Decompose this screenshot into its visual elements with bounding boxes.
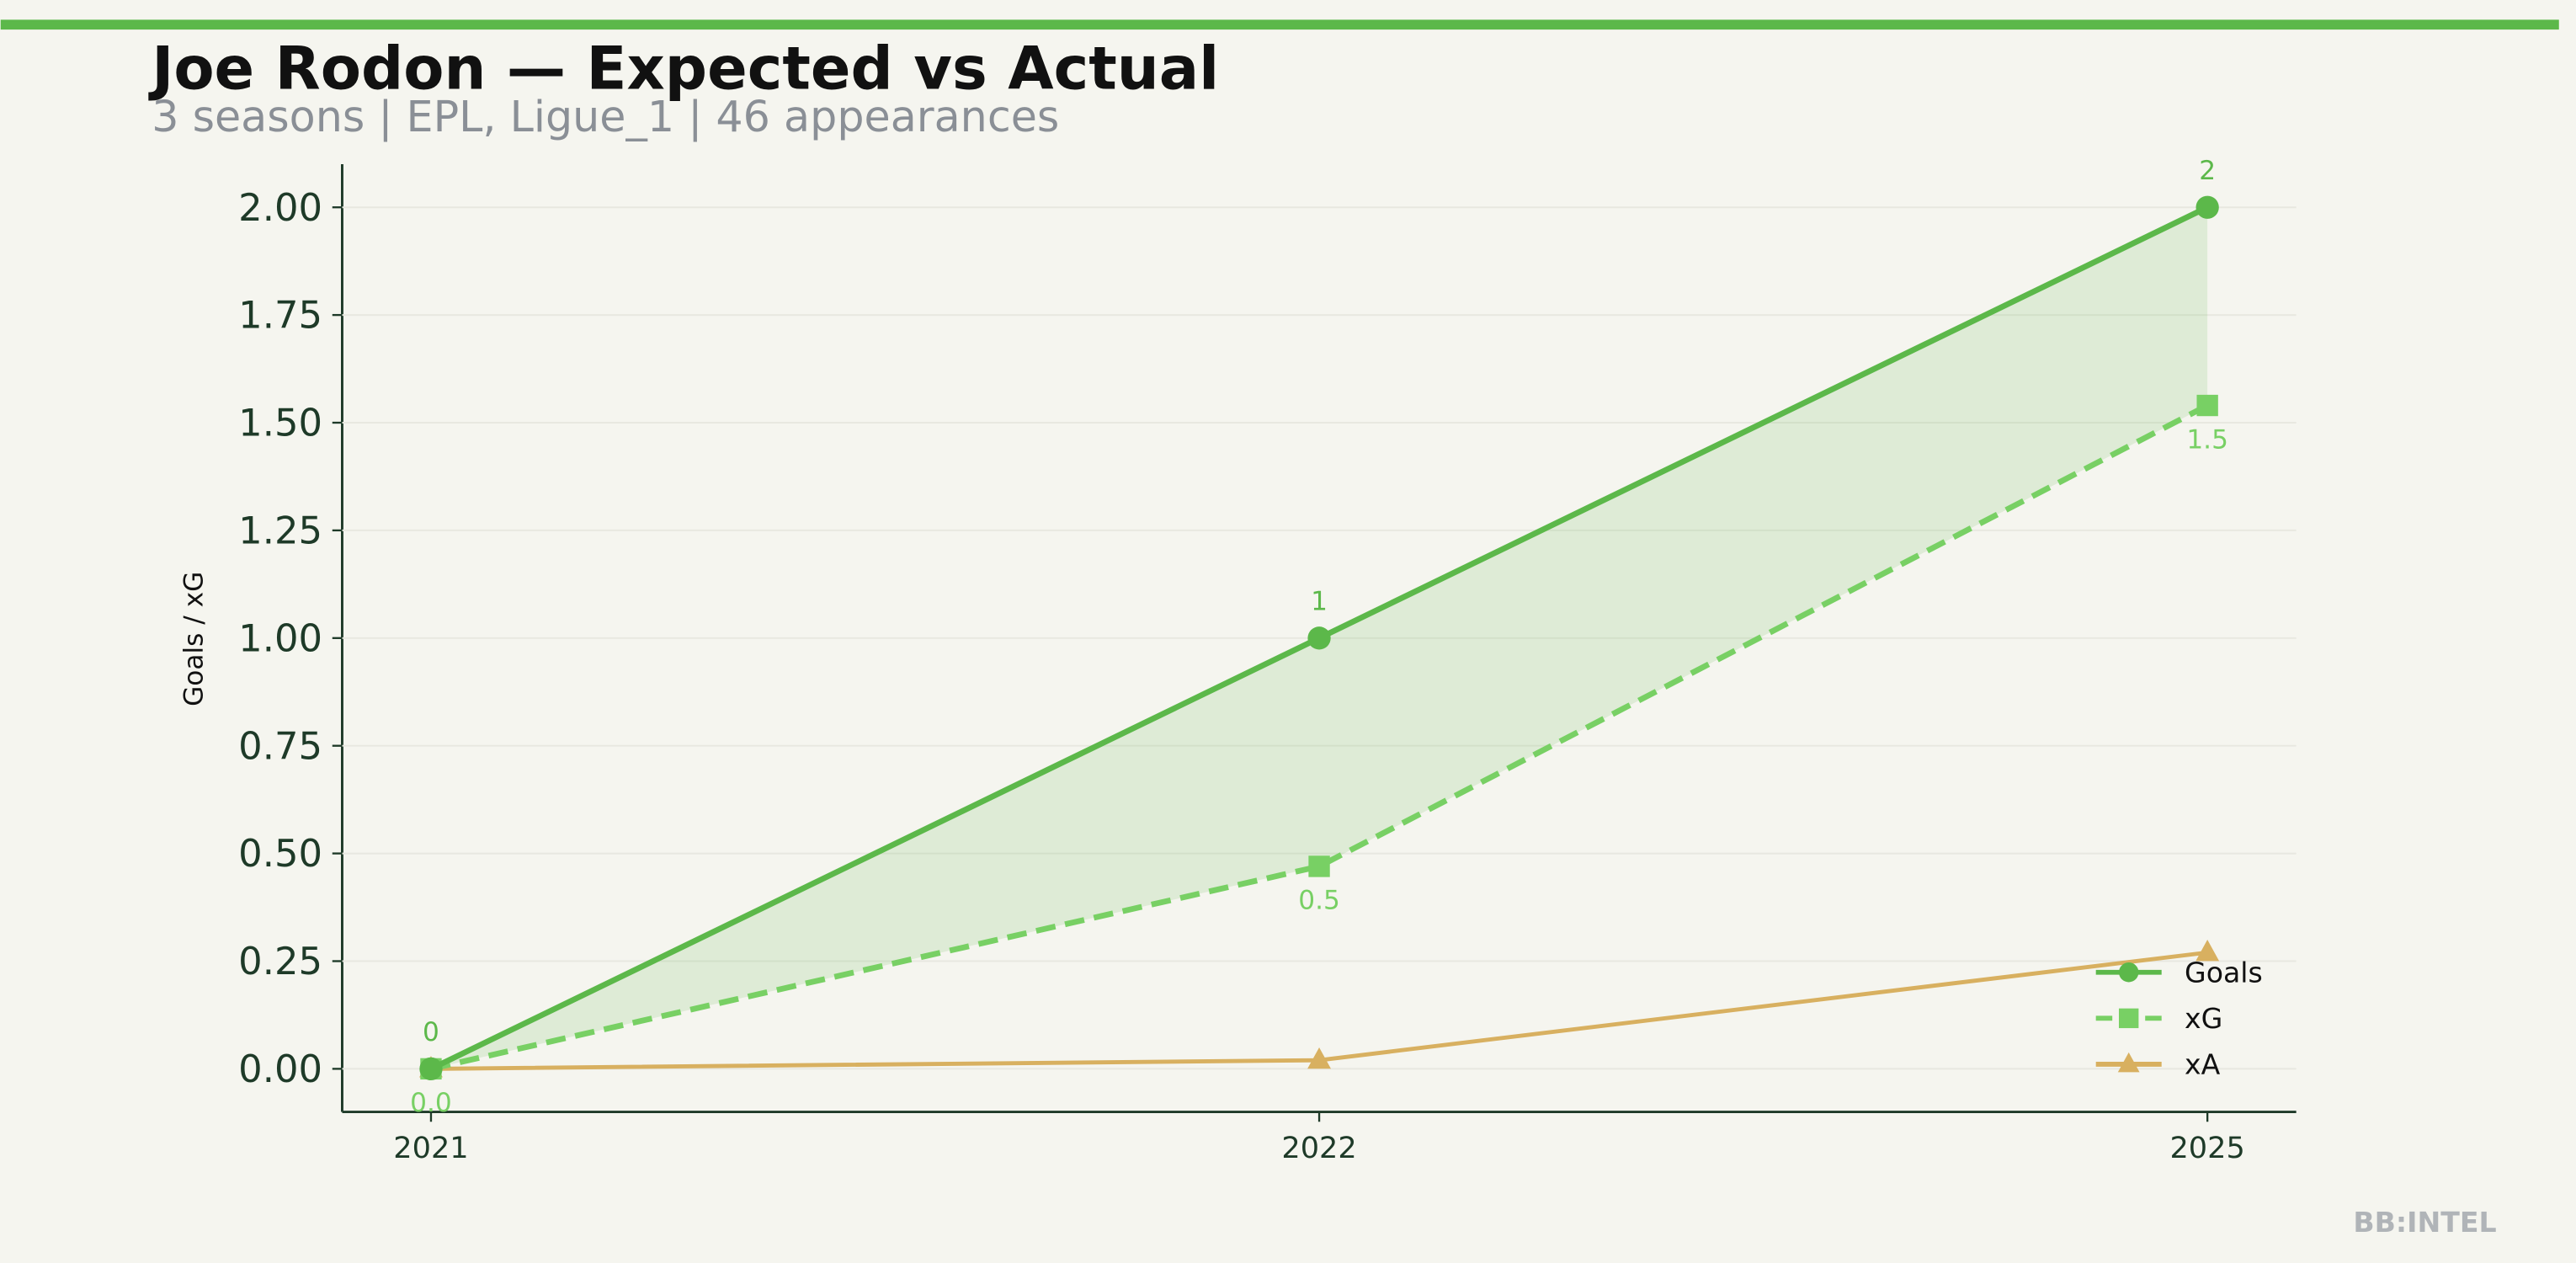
point-marker [2196, 394, 2218, 417]
data-label: 0.0 [410, 1088, 452, 1118]
chart-subtitle: 3 seasons | EPL, Ligue_1 | 46 appearance… [152, 92, 1059, 142]
point-marker [1307, 1047, 1332, 1069]
data-label: 0 [423, 1017, 439, 1047]
data-label: 2 [2199, 156, 2216, 186]
y-axis-label: Goals / xG [179, 572, 210, 706]
legend-label: xG [2185, 1002, 2222, 1035]
y-tick-label: 0.00 [238, 1047, 322, 1091]
data-label: 0.5 [1298, 886, 1340, 916]
x-tick-label: 2022 [1281, 1131, 1356, 1165]
point-marker [1307, 626, 1331, 650]
point-marker [2118, 1008, 2139, 1029]
y-tick-label: 0.75 [238, 723, 322, 768]
point-marker [2195, 195, 2219, 219]
watermark: BB:INTEL [2353, 1206, 2496, 1239]
data-label: 1.5 [2186, 424, 2228, 455]
legend-label: xA [2185, 1048, 2221, 1081]
y-tick-label: 1.25 [238, 509, 322, 553]
point-marker [419, 1057, 443, 1081]
top-bar [0, 19, 2559, 30]
y-tick-label: 0.50 [238, 831, 322, 876]
point-marker [2195, 940, 2220, 962]
y-tick-label: 1.75 [238, 293, 322, 338]
y-tick-label: 1.50 [238, 401, 322, 445]
point-marker [2117, 1052, 2140, 1073]
x-tick-label: 2021 [393, 1131, 468, 1165]
point-marker [2118, 962, 2139, 983]
legend-label: Goals [2185, 956, 2263, 989]
data-label: 1 [1311, 587, 1328, 617]
y-tick-label: 1.00 [238, 616, 322, 660]
point-marker [1308, 855, 1330, 877]
y-tick-label: 2.00 [238, 185, 322, 230]
x-tick-label: 2025 [2169, 1131, 2244, 1165]
series-line [430, 402, 2209, 1072]
y-tick-label: 0.25 [238, 939, 322, 983]
chart-title: Joe Rodon — Expected vs Actual [148, 34, 1219, 103]
